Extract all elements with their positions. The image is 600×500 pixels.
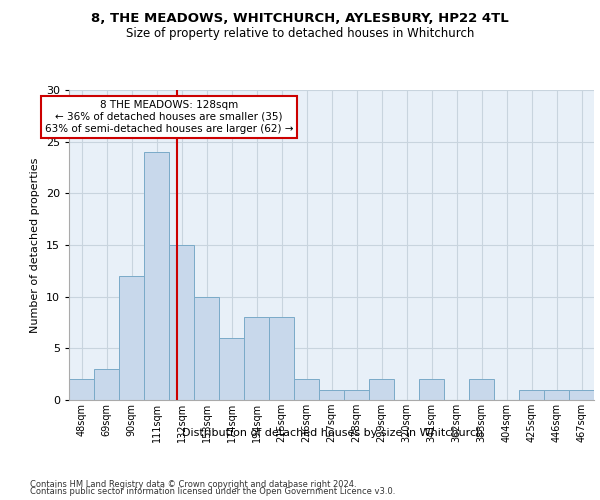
Y-axis label: Number of detached properties: Number of detached properties <box>30 158 40 332</box>
Bar <box>144 152 169 400</box>
Bar <box>519 390 544 400</box>
Bar <box>369 380 394 400</box>
Bar <box>469 380 494 400</box>
Bar <box>69 380 94 400</box>
Bar <box>569 390 594 400</box>
Bar <box>544 390 569 400</box>
Bar <box>244 318 269 400</box>
Text: 8 THE MEADOWS: 128sqm
← 36% of detached houses are smaller (35)
63% of semi-deta: 8 THE MEADOWS: 128sqm ← 36% of detached … <box>45 100 293 134</box>
Bar <box>219 338 244 400</box>
Text: Distribution of detached houses by size in Whitchurch: Distribution of detached houses by size … <box>182 428 484 438</box>
Text: Size of property relative to detached houses in Whitchurch: Size of property relative to detached ho… <box>126 28 474 40</box>
Bar <box>419 380 444 400</box>
Bar <box>269 318 294 400</box>
Text: Contains public sector information licensed under the Open Government Licence v3: Contains public sector information licen… <box>30 488 395 496</box>
Bar <box>169 245 194 400</box>
Bar <box>94 369 119 400</box>
Text: 8, THE MEADOWS, WHITCHURCH, AYLESBURY, HP22 4TL: 8, THE MEADOWS, WHITCHURCH, AYLESBURY, H… <box>91 12 509 26</box>
Bar <box>119 276 144 400</box>
Bar <box>294 380 319 400</box>
Text: Contains HM Land Registry data © Crown copyright and database right 2024.: Contains HM Land Registry data © Crown c… <box>30 480 356 489</box>
Bar <box>319 390 344 400</box>
Bar <box>344 390 369 400</box>
Bar <box>194 296 219 400</box>
